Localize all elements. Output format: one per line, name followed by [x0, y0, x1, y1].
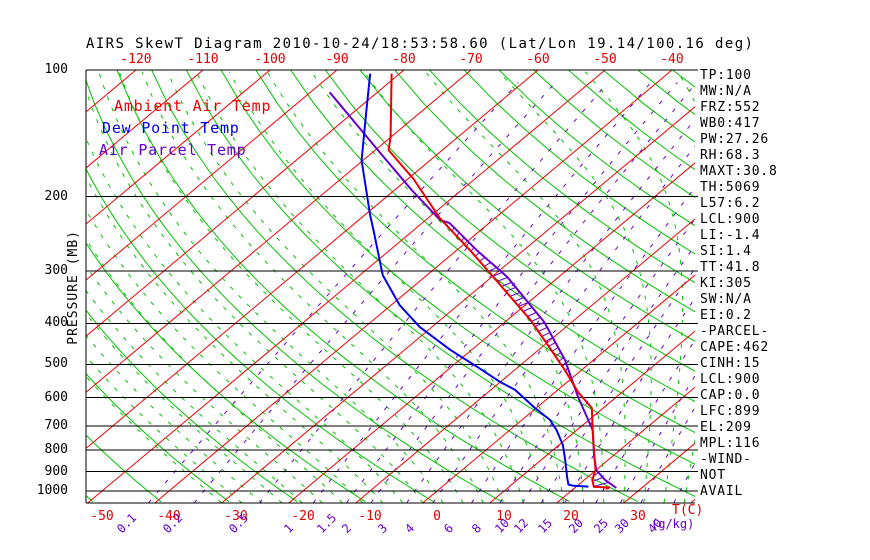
pressure-tick-label: 300 [44, 262, 68, 278]
stat-line: WB0:417 [700, 116, 761, 131]
stat-line: L57:6.2 [700, 196, 761, 211]
x-axis-top-tick-label: -40 [660, 52, 684, 67]
pressure-tick-label: 400 [44, 315, 68, 331]
pressure-tick-label: 700 [44, 417, 68, 433]
stat-line: LI:-1.4 [700, 228, 761, 243]
pressure-tick-label: 900 [44, 463, 68, 479]
legend-dew-point-temp: Dew Point Temp [102, 119, 240, 137]
temperature-unit-label: T(C) [672, 503, 704, 518]
pressure-grid-lines [85, 69, 698, 504]
legend-ambient-air-temp: Ambient Air Temp [114, 97, 272, 115]
stat-line: EL:209 [700, 420, 752, 435]
x-axis-top-tick-label: -110 [187, 52, 219, 67]
x-axis-top-tick-label: -80 [392, 52, 416, 67]
stat-line: TP:100 [700, 68, 752, 83]
stat-line: TT:41.8 [700, 260, 761, 275]
stat-line: -WIND- [700, 452, 752, 467]
x-axis-bottom-tick-label: 0 [433, 509, 441, 524]
x-axis-bottom-tick-label: -10 [358, 509, 382, 524]
stat-line: CINH:15 [700, 356, 761, 371]
pressure-tick-label: 800 [44, 442, 68, 458]
stat-line: AVAIL [700, 484, 744, 499]
sounding-curves [328, 73, 617, 490]
dew-point-temp-curve [360, 73, 589, 488]
legend-air-parcel-temp: Air Parcel Temp [99, 141, 247, 159]
x-axis-top-tick-label: -50 [593, 52, 617, 67]
stat-line: -PARCEL- [700, 324, 770, 339]
stat-line: TH:5069 [700, 180, 761, 195]
pressure-tick-label: 100 [44, 62, 68, 77]
x-axis-top-tick-label: -120 [120, 52, 152, 67]
stat-line: NOT [700, 468, 726, 483]
x-axis-bottom-tick-label: -40 [157, 509, 181, 524]
ambient-air-temp-curve [387, 73, 611, 490]
stat-line: MAXT:30.8 [700, 164, 778, 179]
pressure-tick-label: 500 [44, 356, 68, 372]
stat-line: MW:N/A [700, 84, 752, 99]
stat-line: RH:68.3 [700, 148, 761, 163]
stat-line: MPL:116 [700, 436, 761, 451]
stat-line: LFC:899 [700, 404, 761, 419]
x-axis-bottom-tick-label: -30 [224, 509, 248, 524]
stats-panel: TP:100 MW:N/A FRZ:552 WB0:417 PW:27.26 RH:68.… [700, 68, 868, 500]
y-axis-title: PRESSURE (MB) [66, 230, 81, 345]
stat-line: EI:0.2 [700, 308, 752, 323]
x-axis-bottom-tick-label: 20 [563, 509, 579, 524]
background-grid [86, 70, 695, 503]
stat-line: SI:1.4 [700, 244, 752, 259]
x-axis-bottom-tick-label: -20 [291, 509, 315, 524]
mixing-ratio-unit-label: (g/kg) [651, 517, 695, 531]
x-axis-top-tick-label: -60 [526, 52, 550, 67]
stat-line: CAP:0.0 [700, 388, 761, 403]
stat-line: SW:N/A [700, 292, 752, 307]
stat-line: CAPE:462 [700, 340, 770, 355]
stat-line: FRZ:552 [700, 100, 761, 115]
stat-line: LCL:900 [700, 212, 761, 227]
pressure-tick-label: 200 [44, 188, 68, 204]
x-axis-top-tick-label: -100 [254, 52, 286, 67]
pressure-tick-label: 600 [44, 389, 68, 405]
pressure-tick-label: 1000 [36, 483, 68, 498]
x-axis-top-tick-label: -70 [459, 52, 483, 67]
chart-title: AIRS SkewT Diagram 2010-10-24/18:53:58.6… [86, 36, 755, 52]
x-axis-bottom-tick-label: -50 [90, 509, 114, 524]
x-axis-top-tick-label: -90 [325, 52, 349, 67]
x-axis-bottom-tick-label: 30 [630, 509, 646, 524]
stat-line: LCL:900 [700, 372, 761, 387]
stat-line: PW:27.26 [700, 132, 770, 147]
stat-line: KI:305 [700, 276, 752, 291]
x-axis-bottom-tick-label: 10 [496, 509, 512, 524]
